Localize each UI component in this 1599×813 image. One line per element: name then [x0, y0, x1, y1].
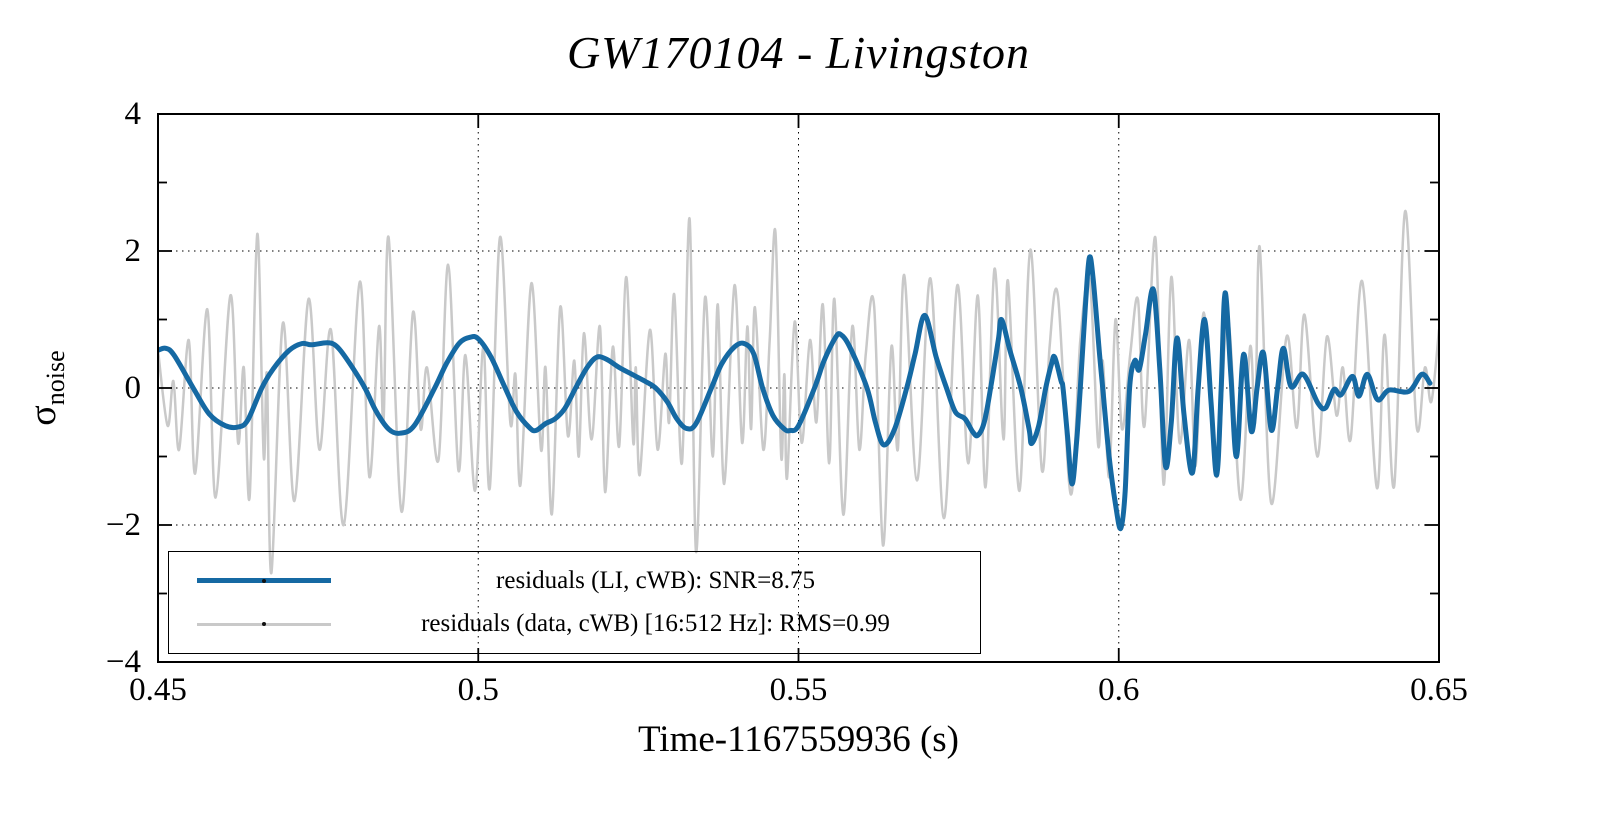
y-tick-label: 0	[125, 370, 142, 406]
y-tick-label: −2	[106, 507, 141, 543]
series-group	[158, 210, 1439, 575]
x-tick-label: 0.6	[1098, 672, 1139, 708]
legend-point-marker-icon	[262, 578, 266, 583]
legend-item-li-residuals: residuals (LI, cWB): SNR=8.75	[169, 567, 980, 595]
tick-labels: 0.45 0.5 0.55 0.6 0.65 4 2 0 −2 −4	[106, 96, 1468, 708]
legend-box: residuals (LI, cWB): SNR=8.75 residuals …	[168, 551, 981, 654]
x-tick-label: 0.55	[770, 672, 828, 708]
x-tick-label: 0.65	[1410, 672, 1468, 708]
y-tick-label: 2	[125, 233, 142, 269]
y-tick-label: 4	[125, 96, 142, 132]
x-tick-label: 0.5	[458, 672, 499, 708]
y-tick-label: −4	[106, 644, 141, 680]
legend-line-sample-gray	[197, 622, 331, 627]
legend-label-data-residuals: residuals (data, cWB) [16:512 Hz]: RMS=0…	[421, 610, 890, 638]
y-axis-label-subscript: noise	[40, 350, 70, 406]
legend-line-sample-blue	[197, 578, 331, 584]
y-axis-label-sigma: σ	[22, 405, 65, 426]
series-line-residuals-data-cwb	[158, 210, 1439, 575]
y-axis-label: σnoise	[21, 350, 71, 425]
legend-item-data-residuals: residuals (data, cWB) [16:512 Hz]: RMS=0…	[169, 610, 980, 638]
gridlines	[158, 114, 1439, 662]
chart-title: GW170104 - Livingston	[566, 27, 1031, 78]
legend-label-li-residuals: residuals (LI, cWB): SNR=8.75	[496, 566, 815, 594]
axes	[157, 113, 1440, 663]
x-tick-label: 0.45	[129, 672, 187, 708]
series-line-residuals-li-cwb	[158, 254, 1433, 532]
legend-point-marker-icon	[262, 622, 266, 627]
x-axis-label: Time-1167559936 (s)	[637, 719, 960, 760]
